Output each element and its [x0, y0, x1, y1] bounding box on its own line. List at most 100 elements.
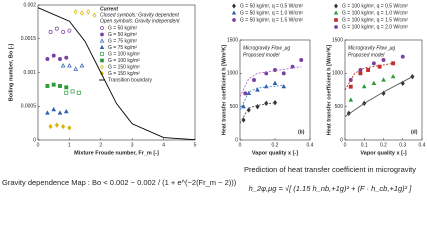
marker — [64, 85, 69, 90]
series-line — [344, 62, 394, 91]
marker — [231, 10, 237, 15]
marker — [348, 84, 353, 89]
x-tick-label: 1 — [68, 142, 71, 148]
x-tick-label: 0.2 — [272, 142, 279, 148]
marker — [366, 68, 371, 72]
marker — [371, 80, 377, 85]
marker — [100, 52, 104, 56]
marker — [361, 84, 367, 89]
marker — [76, 90, 81, 95]
legend-heading: Current — [100, 6, 118, 12]
x-tick-label: 0.3 — [399, 142, 406, 148]
legend-label: G = 150 kg/m² — [108, 64, 140, 70]
legend-note: Open symbols: Gravity independent — [100, 18, 180, 24]
y-tick-label: 0.0005 — [21, 104, 37, 110]
marker — [232, 3, 236, 9]
legend-label: G = 100 kg/m², q = 0.5 W/cm² — [342, 3, 408, 9]
marker — [381, 77, 386, 82]
marker — [99, 44, 105, 50]
marker — [100, 64, 104, 70]
legend-label: G = 100 kg/m² — [108, 51, 140, 57]
y-tick-label: 500 — [335, 104, 344, 110]
x-tick-label: 5 — [194, 142, 197, 148]
x-tick-label: 2 — [99, 142, 102, 148]
y-tick-label: 1000 — [332, 71, 343, 77]
marker — [51, 53, 56, 58]
legend-label: G = 75 kg/m² — [108, 38, 137, 44]
y-axis-title: Boiling number, Bo [-] — [8, 44, 14, 102]
marker — [45, 57, 50, 61]
marker — [255, 87, 260, 92]
marker — [299, 58, 304, 62]
legend-label: G = 100 kg/m² — [108, 58, 140, 64]
map-caption: Gravity dependence Map : Bo < 0.002 − 0.… — [2, 178, 237, 187]
marker — [243, 91, 248, 96]
marker — [58, 84, 62, 88]
prediction-title: Prediction of heat transfer coefficient … — [244, 165, 416, 174]
x-tick-label: 0.4 — [419, 142, 426, 148]
marker — [61, 123, 66, 130]
marker — [54, 122, 59, 128]
marker — [348, 97, 354, 102]
marker — [86, 9, 91, 15]
y-tick-label: 1500 — [227, 37, 238, 43]
marker — [54, 26, 59, 31]
y-tick-label: 0 — [235, 137, 238, 143]
prediction-formula: h_2φ,μg = √[ (1.15 h_nb,+1g)² + (F · h_c… — [249, 184, 413, 193]
y-tick-label: 500 — [230, 104, 239, 110]
marker — [400, 54, 405, 59]
legend-label: G = 50 kg/m², q = 1.0 W/cm² — [240, 10, 303, 16]
y-axis-title: Heat transfer coefficient h [W/m²K] — [325, 45, 332, 136]
marker — [67, 28, 72, 33]
y-tick-label: 1000 — [227, 71, 238, 77]
marker — [57, 110, 63, 115]
marker — [79, 10, 85, 16]
marker — [73, 66, 79, 71]
x-tick-label: 0.2 — [380, 142, 387, 148]
marker — [281, 84, 287, 89]
graphical-abstract: Current Closed symbols: Gravity dependen… — [0, 0, 427, 200]
marker — [252, 78, 256, 82]
x-axis-title: Vapor quality x [-] — [252, 150, 298, 156]
marker — [232, 18, 236, 22]
x-tick-label: 0 — [344, 142, 347, 148]
marker — [100, 58, 104, 63]
series-line — [239, 84, 284, 111]
x-axis-title: Mixture Froude number, Fr_m [-] — [74, 150, 159, 156]
marker — [333, 10, 339, 15]
marker — [99, 38, 105, 43]
legend-label: G = 50 kg/m² — [108, 25, 137, 31]
legend-label: Transition boundary — [108, 77, 153, 83]
marker — [60, 63, 66, 68]
marker — [371, 61, 376, 66]
legend-note: Closed symbols: Gravity dependent — [100, 12, 180, 18]
marker — [51, 106, 57, 112]
x-tick-label: 0 — [239, 142, 242, 148]
marker — [334, 25, 338, 29]
legend-label: G = 100 kg/m², q = 2.0 W/cm² — [342, 24, 408, 30]
marker — [334, 18, 338, 22]
marker — [45, 110, 50, 115]
series-line — [239, 66, 302, 97]
x-tick-label: 3 — [131, 142, 134, 148]
y-axis-title: Heat transfer coefficient h [W/m²K] — [220, 45, 227, 136]
marker — [67, 63, 72, 68]
marker — [51, 82, 56, 87]
marker — [241, 104, 246, 109]
marker — [45, 84, 50, 88]
x-tick-label: 0.4 — [307, 142, 314, 148]
y-tick-label: 0.0015 — [21, 36, 37, 42]
marker — [48, 30, 53, 34]
marker — [334, 3, 338, 9]
series-line — [239, 102, 276, 124]
marker — [391, 61, 396, 66]
marker — [48, 123, 53, 130]
marker — [79, 63, 85, 68]
marker — [272, 100, 278, 106]
x-tick-label: 4 — [162, 142, 165, 148]
background — [0, 0, 427, 200]
y-tick-label: 0 — [340, 137, 343, 143]
legend-label: G = 150 kg/m² — [108, 71, 140, 77]
marker — [100, 32, 104, 37]
series-line — [37, 7, 196, 141]
